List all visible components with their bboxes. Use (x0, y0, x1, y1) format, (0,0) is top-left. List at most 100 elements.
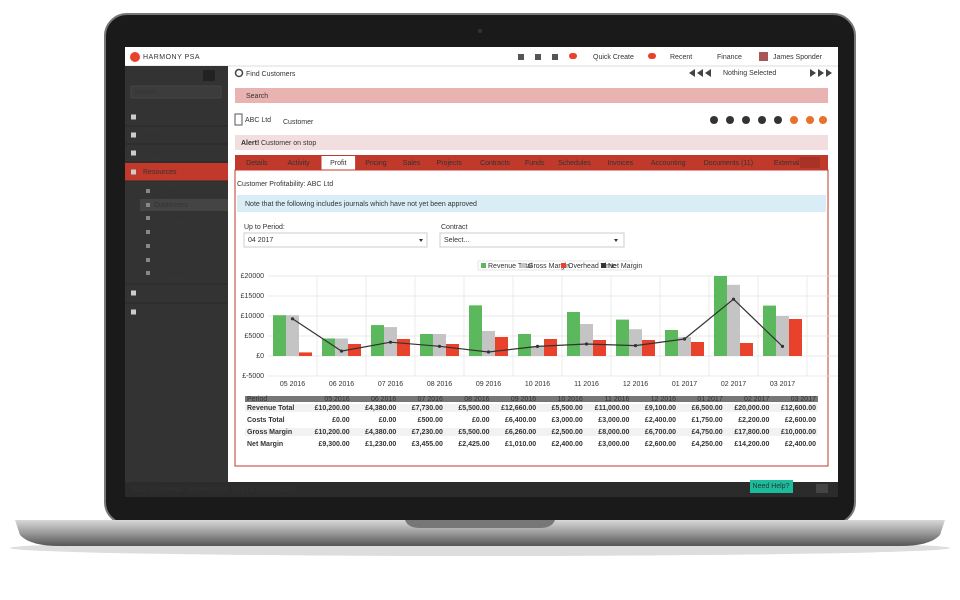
tab[interactable]: Pricing (365, 160, 387, 167)
legend-box (477, 260, 633, 271)
contract-select[interactable] (439, 232, 625, 248)
period-select[interactable] (243, 232, 428, 248)
table-header-bg (245, 396, 818, 402)
legend-label: Overhead Time (568, 263, 616, 270)
tab[interactable]: Sales (403, 160, 421, 167)
y-tick-label: £0 (256, 353, 264, 360)
bar (616, 319, 629, 356)
period-value[interactable]: 04 2017 (248, 237, 273, 244)
sidebar-sub-item[interactable]: Knowledge Base (154, 270, 207, 277)
sidebar-item[interactable]: Dashboard (143, 114, 177, 121)
x-tick-label: 06 2016 (329, 381, 354, 388)
sidebar-item[interactable]: Setup (143, 309, 161, 316)
sidebar-toggle (203, 70, 215, 81)
table-cell: £2,425.00 (458, 441, 489, 448)
table-header: 06 2016 (371, 396, 396, 403)
badge (648, 53, 656, 59)
action-icon[interactable] (790, 116, 798, 124)
sidebar-sub-item[interactable]: Suppliers (154, 215, 184, 222)
bar (593, 340, 606, 356)
tab[interactable]: Details (246, 160, 268, 167)
x-tick-label: 05 2016 (280, 381, 305, 388)
table-cell: £0.00 (332, 417, 350, 424)
period-label: Up to Period: (244, 224, 285, 231)
search-bar-text[interactable]: Search (246, 93, 268, 100)
tab[interactable]: Projects (437, 160, 463, 167)
footer-text: 2018 © Datalogic Solutions Ltd. v4.15.2.… (131, 485, 295, 493)
action-icon[interactable] (742, 116, 750, 124)
sidebar-item[interactable]: Tasks (143, 132, 161, 139)
user-menu[interactable]: James Sponder (773, 54, 823, 61)
bar (678, 337, 691, 356)
bar (691, 342, 704, 356)
action-icon[interactable] (774, 116, 782, 124)
table-cell: £5,500.00 (552, 405, 583, 412)
tab[interactable]: Profit (330, 160, 346, 167)
help-text[interactable]: Need Help? (753, 483, 790, 490)
legend-swatch (561, 263, 566, 268)
sidebar-sub-item[interactable]: Employees (154, 243, 189, 250)
sidebar-item[interactable]: Resources (143, 169, 177, 176)
tab[interactable]: Invoices (607, 160, 633, 167)
table-header: 11 2016 (605, 396, 630, 403)
table-cell: £4,750.00 (692, 429, 723, 436)
bar (567, 312, 580, 356)
tab[interactable]: Accounting (651, 160, 686, 167)
action-icon[interactable] (710, 116, 718, 124)
sub-icon (146, 258, 150, 262)
x-tick-label: 09 2016 (476, 381, 501, 388)
action-icon[interactable] (806, 116, 814, 124)
action-icon[interactable] (726, 116, 734, 124)
table-cell: £2,400.00 (552, 441, 583, 448)
screen: HARMONY PSA Quick Create Recent Finance Jame… (125, 47, 910, 497)
sidebar-item[interactable]: Reports (143, 290, 168, 297)
legend-swatch (521, 263, 526, 268)
table-header: 07 2016 (418, 396, 443, 403)
table-cell: £7,230.00 (412, 429, 443, 436)
tab-menu[interactable] (800, 157, 820, 168)
active-tab (321, 156, 356, 171)
quick-create[interactable]: Quick Create (593, 54, 634, 61)
tab[interactable]: Tickets (888, 160, 910, 167)
tab[interactable]: Documents (11) (704, 160, 753, 167)
table-cell: £14,200.00 (734, 441, 769, 448)
bar (348, 344, 361, 356)
line-point (535, 344, 540, 348)
table-cell: £3,000.00 (552, 417, 583, 424)
sidebar-search[interactable]: Search... (134, 89, 162, 96)
sidebar-sub-item[interactable]: Customers (154, 202, 188, 209)
line-point (584, 342, 589, 346)
tab[interactable]: Contracts (480, 160, 510, 167)
legend-label: Net Margin (608, 263, 642, 270)
recent-menu[interactable]: Recent (670, 54, 692, 61)
finance-menu[interactable]: Finance (717, 54, 742, 61)
legend-label: Revenue Total (488, 263, 533, 270)
table-cell: Net Margin (247, 441, 283, 448)
active-sub-bg (140, 199, 228, 211)
avatar (759, 52, 768, 61)
scroll-top[interactable] (816, 484, 828, 493)
bar (286, 315, 299, 356)
bar (469, 305, 482, 356)
tab[interactable]: Activity (288, 160, 311, 167)
tab[interactable]: External Users (774, 160, 820, 167)
tab[interactable]: Funds (525, 160, 545, 167)
bar (371, 325, 384, 356)
legend-swatch (601, 263, 606, 268)
contract-value[interactable]: Select... (444, 237, 469, 244)
sidebar-sub-item[interactable]: Assets (154, 257, 176, 264)
line-point (437, 344, 442, 348)
bar (531, 346, 544, 356)
sidebar-item[interactable]: Activity (143, 150, 166, 157)
sidebar-sub-item[interactable]: Contacts (154, 188, 182, 195)
x-tick-label: 07 2016 (378, 381, 403, 388)
sidebar-sub-item[interactable]: Products (154, 229, 182, 236)
tab[interactable]: Schedules (558, 160, 591, 167)
table-cell: £500.00 (418, 417, 443, 424)
action-icon[interactable] (819, 116, 827, 124)
base-notch (405, 520, 555, 528)
help-button[interactable] (750, 480, 793, 493)
action-icon[interactable] (758, 116, 766, 124)
table-cell: £4,380.00 (365, 405, 396, 412)
table-cell: Costs Total (247, 417, 285, 424)
